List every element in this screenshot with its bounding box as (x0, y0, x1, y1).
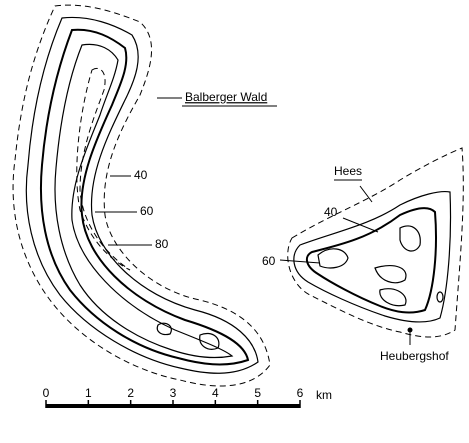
scale-label: 2 (127, 386, 134, 400)
contour-dashed (13, 5, 270, 386)
contour-label: 80 (155, 237, 169, 251)
contour-line (380, 289, 406, 306)
leader-line (280, 260, 320, 263)
scale-bar: 0 1 2 3 4 5 6 (43, 386, 304, 408)
place-label: Balberger Wald (185, 90, 267, 104)
contour-line (307, 208, 436, 313)
scale-label: 0 (43, 386, 50, 400)
place-label: Hees (334, 164, 362, 178)
contour-label: 60 (262, 254, 276, 268)
scale-unit: km (316, 388, 332, 402)
contour-line (437, 292, 443, 302)
scale-label: 1 (85, 386, 92, 400)
contour-line (26, 17, 258, 373)
scale-label: 6 (297, 386, 304, 400)
scale-label: 3 (170, 386, 177, 400)
contour-label: 60 (140, 204, 154, 218)
contour-line (375, 266, 406, 283)
contour-line (41, 30, 248, 365)
map: Balberger Wald 40 60 80 Hees 40 60 Heube… (0, 0, 469, 443)
place-label: Heubergshof (380, 349, 449, 363)
contour-line (318, 249, 348, 268)
contour-line (400, 226, 420, 251)
contour-label: 40 (324, 205, 338, 219)
scale-label: 5 (254, 386, 261, 400)
contour-dashed (77, 68, 130, 270)
contour-label: 40 (134, 168, 148, 182)
scale-label: 4 (212, 386, 219, 400)
